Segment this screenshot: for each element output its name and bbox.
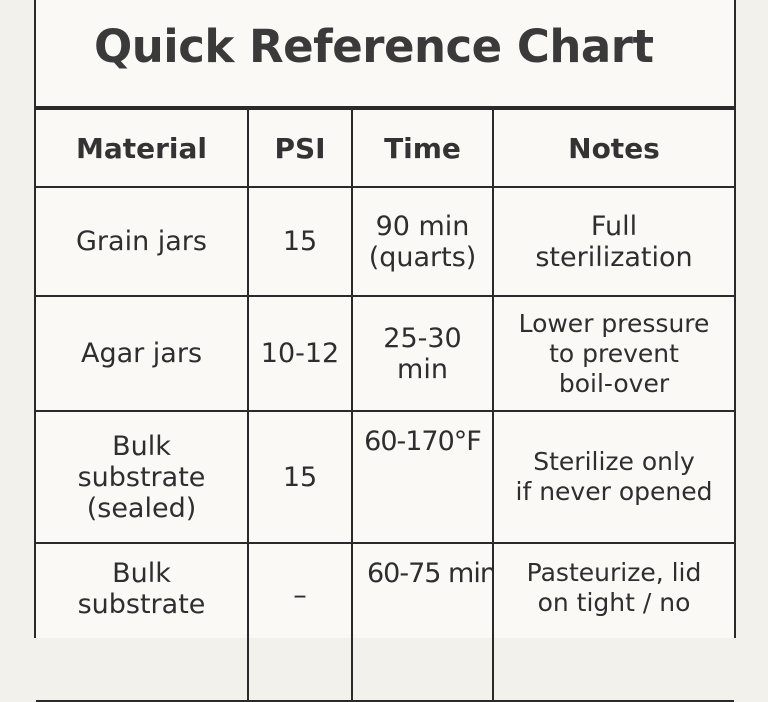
- text-line: Bulk: [112, 558, 171, 589]
- text-line: 60-170°F: [364, 426, 482, 457]
- text-line: (quarts): [368, 241, 477, 273]
- text-line: 90 min: [375, 210, 470, 242]
- column-header-psi: PSI: [247, 108, 353, 188]
- text-line: Full: [590, 210, 638, 242]
- cell-material: Bulk substrate (sealed): [36, 410, 249, 544]
- text-line: Lower pressure: [518, 308, 710, 338]
- cell-notes: Full sterilization: [492, 186, 734, 297]
- text-line: Grain jars: [76, 226, 207, 257]
- text-line: (sealed): [86, 492, 197, 524]
- table-row: Bulk substrate (sealed) 15 60-170°F Steril…: [36, 410, 734, 544]
- cell-time: 90 min (quarts): [351, 186, 494, 297]
- text-line: substrate: [77, 589, 206, 620]
- page-title: Quick Reference Chart: [94, 20, 654, 73]
- text-line: substrate: [77, 461, 206, 493]
- cell-notes: Lower pressure to prevent boil-over: [492, 295, 734, 412]
- cell-notes: Sterilize only if never opened: [492, 410, 734, 544]
- cell-psi: –: [247, 542, 353, 702]
- cell-material: Agar jars: [36, 295, 249, 412]
- text-line: 60-75 min: [367, 558, 493, 589]
- column-header-time: Time: [351, 108, 494, 188]
- column-header-material: Material: [36, 108, 249, 188]
- title-bar: Quick Reference Chart: [36, 0, 734, 108]
- column-header-notes: Notes: [492, 108, 734, 188]
- cell-time: 60-170°F: [351, 410, 494, 544]
- text-line: on tight / no: [537, 588, 691, 617]
- reference-sheet: Quick Reference Chart Material PSI Time …: [34, 0, 736, 702]
- text-line: if never opened: [515, 477, 713, 506]
- text-line: to prevent: [549, 338, 679, 368]
- cell-material: Grain jars: [36, 186, 249, 297]
- cell-material: Bulk substrate: [36, 542, 249, 702]
- text-line: Agar jars: [80, 338, 203, 369]
- header-row: Material PSI Time Notes: [36, 108, 734, 188]
- cell-notes: Pasteurize, lid on tight / no: [492, 542, 734, 702]
- cell-psi: 15: [247, 186, 353, 297]
- table-row: Agar jars 10-12 25-30 min Lower pressure t…: [36, 295, 734, 412]
- text-line: Bulk: [112, 430, 171, 462]
- text-line: 25-30: [383, 322, 462, 354]
- table-row: Grain jars 15 90 min (quarts) Full sterili…: [36, 186, 734, 297]
- reference-table: Material PSI Time Notes Grain jars 15 90…: [36, 108, 734, 702]
- text-line: Pasteurize, lid: [526, 558, 702, 587]
- text-line: Sterilize only: [533, 447, 695, 476]
- text-line: sterilization: [535, 241, 693, 273]
- cell-psi: 15: [247, 410, 353, 544]
- table-row: Bulk substrate – 60-75 min Pasteurize, li…: [36, 542, 734, 702]
- cell-psi: 10-12: [247, 295, 353, 412]
- text-line: boil-over: [558, 368, 670, 398]
- cell-time: 60-75 min: [351, 542, 494, 702]
- text-line: min: [397, 353, 448, 385]
- cell-time: 25-30 min: [351, 295, 494, 412]
